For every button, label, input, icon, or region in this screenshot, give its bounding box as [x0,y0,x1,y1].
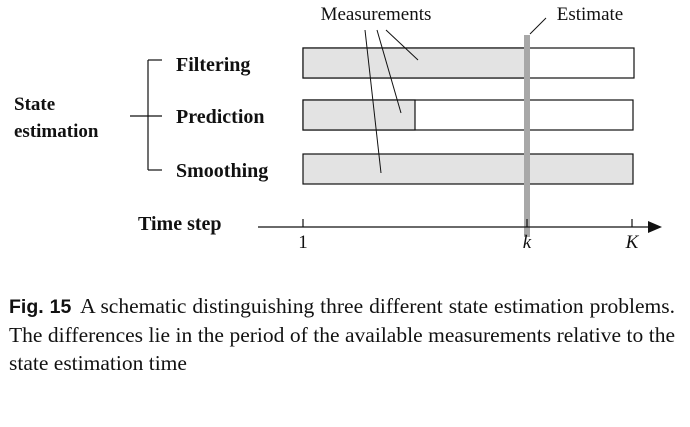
smoothing-bar [302,153,634,185]
tick-label-1: 1 [298,232,308,253]
caption-text: A schematic distinguishing three differe… [9,294,675,375]
figure-label: Fig. 15 [9,296,72,318]
measurement-pointers [364,29,419,174]
time-step-label: Time step [138,213,222,235]
smoothing-label: Smoothing [176,160,268,182]
filtering-label: Filtering [176,54,250,76]
measurements-label: Measurements [321,4,432,25]
state-estimation-label-line1: State [14,94,55,115]
state-estimation-diagram: Measurements Estimate State estimation F… [14,4,662,253]
time-axis [258,219,652,228]
figure-caption: Fig. 15 A schematic distinguishing three… [9,292,675,377]
prediction-label: Prediction [176,106,265,128]
tick-label-K: K [625,232,640,253]
bracket [130,59,162,171]
prediction-bar [302,99,634,131]
prediction-measured-region [302,99,416,131]
filtering-measured-region [302,47,528,79]
smoothing-measured-region [302,153,634,185]
filtering-bar [302,47,635,79]
estimate-label: Estimate [557,4,623,25]
state-estimation-label-line2: estimation [14,121,99,142]
tick-label-k: k [523,232,532,253]
estimate-label-pointer [529,17,547,35]
time-axis-arrowhead [648,221,662,233]
estimate-line [524,35,530,237]
